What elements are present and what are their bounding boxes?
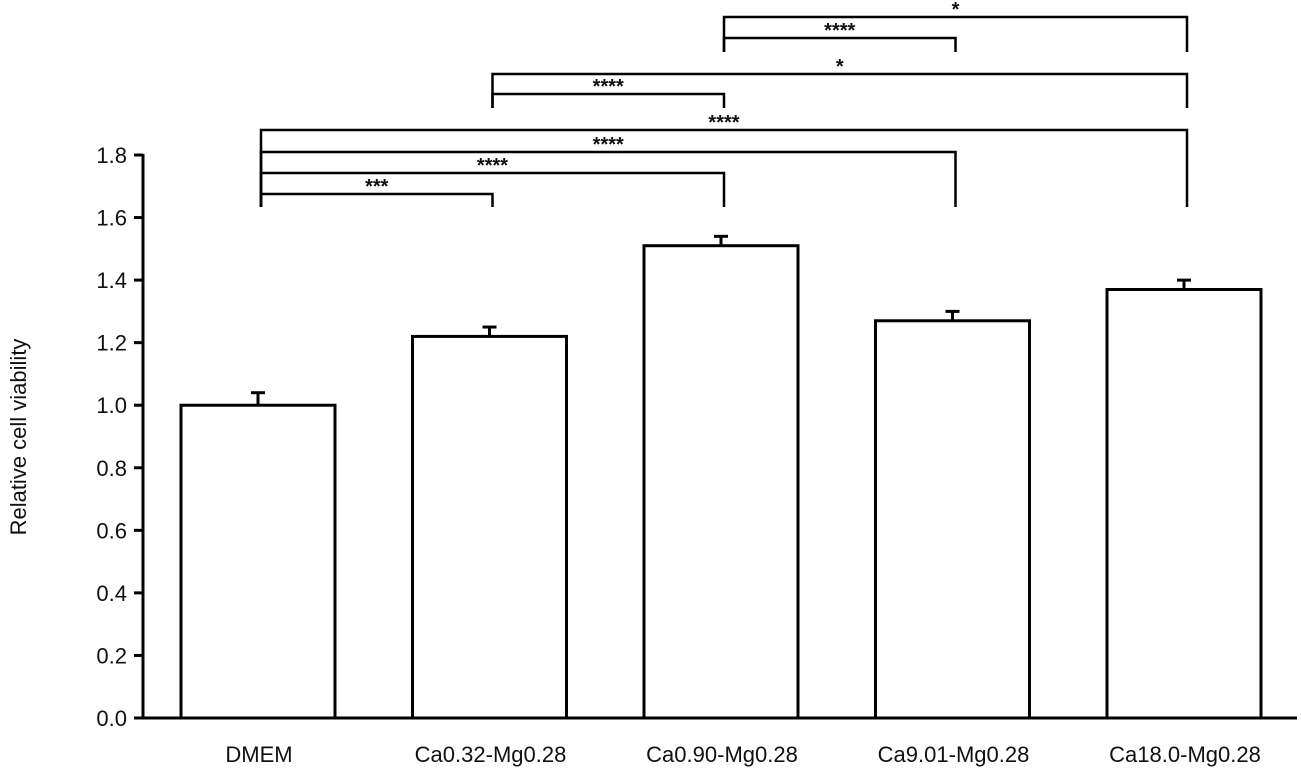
bar-rect <box>1105 287 1263 720</box>
y-tick-label: 0.4 <box>96 581 127 606</box>
y-tick-label: 0.2 <box>96 643 127 668</box>
y-axis-ticks: 0.0 0.2 0.4 0.6 0.8 1.0 1.2 1.4 1.6 1.8 <box>96 143 143 731</box>
bar <box>874 309 1031 720</box>
significance-brackets: ************************* <box>259 0 1189 207</box>
y-tick-label: 1.4 <box>96 268 127 293</box>
bars <box>179 234 1263 720</box>
x-axis-labels: DMEM Ca0.32-Mg0.28 Ca0.90-Mg0.28 Ca9.01-Mg0… <box>225 742 1260 767</box>
bar <box>642 234 800 720</box>
bar <box>411 325 568 720</box>
bar <box>1105 278 1263 720</box>
significance-label: **** <box>477 155 508 177</box>
x-category-label: Ca0.90-Mg0.28 <box>646 742 798 767</box>
significance-bracket: * <box>722 0 1189 52</box>
significance-bracket: **** <box>722 20 957 52</box>
significance-label: **** <box>708 112 739 134</box>
y-tick-label: 0.8 <box>96 456 127 481</box>
significance-label: **** <box>593 76 624 98</box>
y-tick-label: 0.0 <box>96 706 127 731</box>
bar <box>179 391 337 720</box>
bar-rect <box>642 244 800 720</box>
x-category-label: Ca9.01-Mg0.28 <box>878 742 1030 767</box>
significance-bracket: **** <box>259 112 1189 207</box>
significance-bracket: **** <box>491 76 726 108</box>
y-tick-label: 1.0 <box>96 393 127 418</box>
x-category-label: DMEM <box>225 742 292 767</box>
y-tick-label: 0.6 <box>96 518 127 543</box>
y-tick-label: 1.2 <box>96 331 127 356</box>
x-category-label: Ca0.32-Mg0.28 <box>415 742 567 767</box>
significance-label: **** <box>593 134 624 156</box>
bar-rect <box>179 403 337 720</box>
y-tick-label: 1.6 <box>96 206 127 231</box>
x-category-label: Ca18.0-Mg0.28 <box>1109 742 1261 767</box>
significance-label: *** <box>365 176 389 198</box>
significance-label: * <box>952 0 960 21</box>
significance-bracket: * <box>491 56 1189 108</box>
axes <box>141 154 1297 720</box>
significance-label: **** <box>824 20 855 42</box>
bar-rect <box>411 334 568 720</box>
y-axis-title: Relative cell viability <box>6 339 31 536</box>
bar-rect <box>874 319 1031 720</box>
significance-label: * <box>836 56 844 78</box>
y-tick-label: 1.8 <box>96 143 127 168</box>
significance-bracket: *** <box>259 176 494 207</box>
